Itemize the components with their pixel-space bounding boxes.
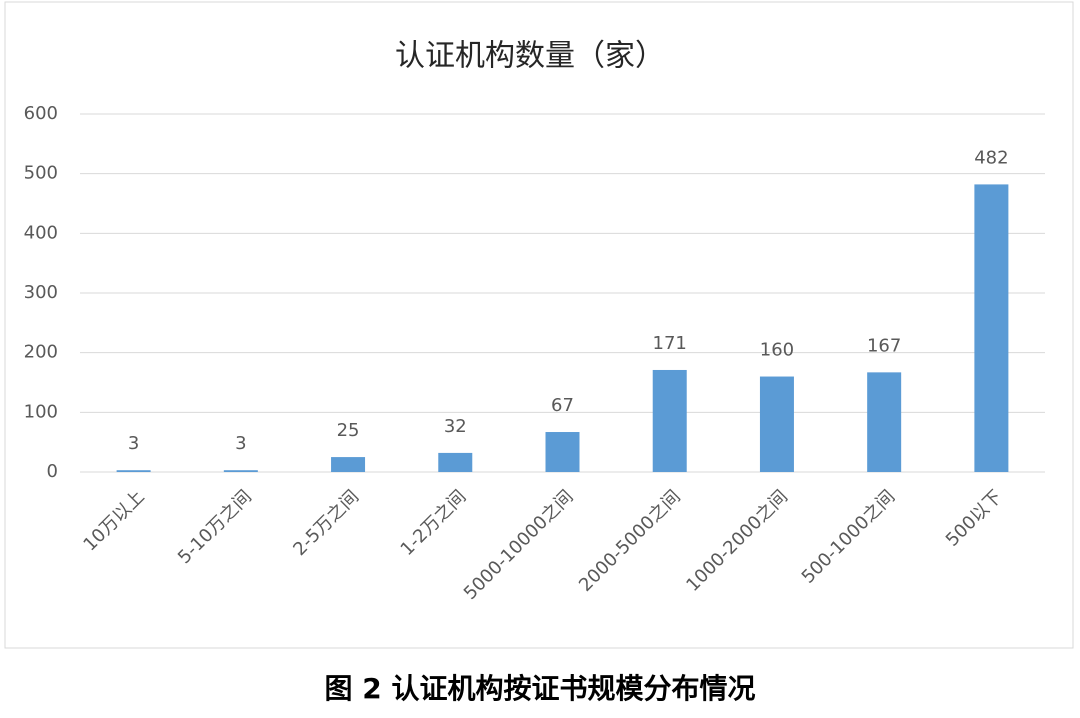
value-label: 171 — [653, 333, 687, 354]
y-tick-label: 500 — [24, 163, 58, 184]
bar — [116, 470, 151, 472]
value-label: 32 — [444, 416, 467, 437]
y-tick-label: 400 — [24, 222, 58, 243]
bar — [223, 470, 258, 472]
value-label: 67 — [551, 395, 574, 416]
value-label: 482 — [974, 147, 1008, 168]
y-tick-label: 0 — [47, 461, 58, 482]
bar — [331, 457, 366, 472]
bar — [974, 184, 1009, 472]
y-tick-label: 300 — [24, 282, 58, 303]
y-tick-label: 200 — [24, 342, 58, 363]
chart-frame — [4, 1, 1074, 649]
y-tick-label: 100 — [24, 401, 58, 422]
chart-title: 认证机构数量（家） — [395, 39, 665, 74]
bar — [867, 372, 902, 472]
bar — [545, 432, 580, 472]
value-label: 3 — [235, 433, 246, 454]
y-tick-label: 600 — [24, 103, 58, 124]
bar — [652, 369, 687, 472]
bar — [759, 376, 794, 472]
value-label: 160 — [760, 340, 794, 361]
value-label: 3 — [128, 433, 139, 454]
caption: 图 2 认证机构按证书规模分布情况 — [325, 672, 756, 705]
value-label: 25 — [337, 420, 360, 441]
value-label: 167 — [867, 335, 901, 356]
bar — [438, 452, 473, 472]
